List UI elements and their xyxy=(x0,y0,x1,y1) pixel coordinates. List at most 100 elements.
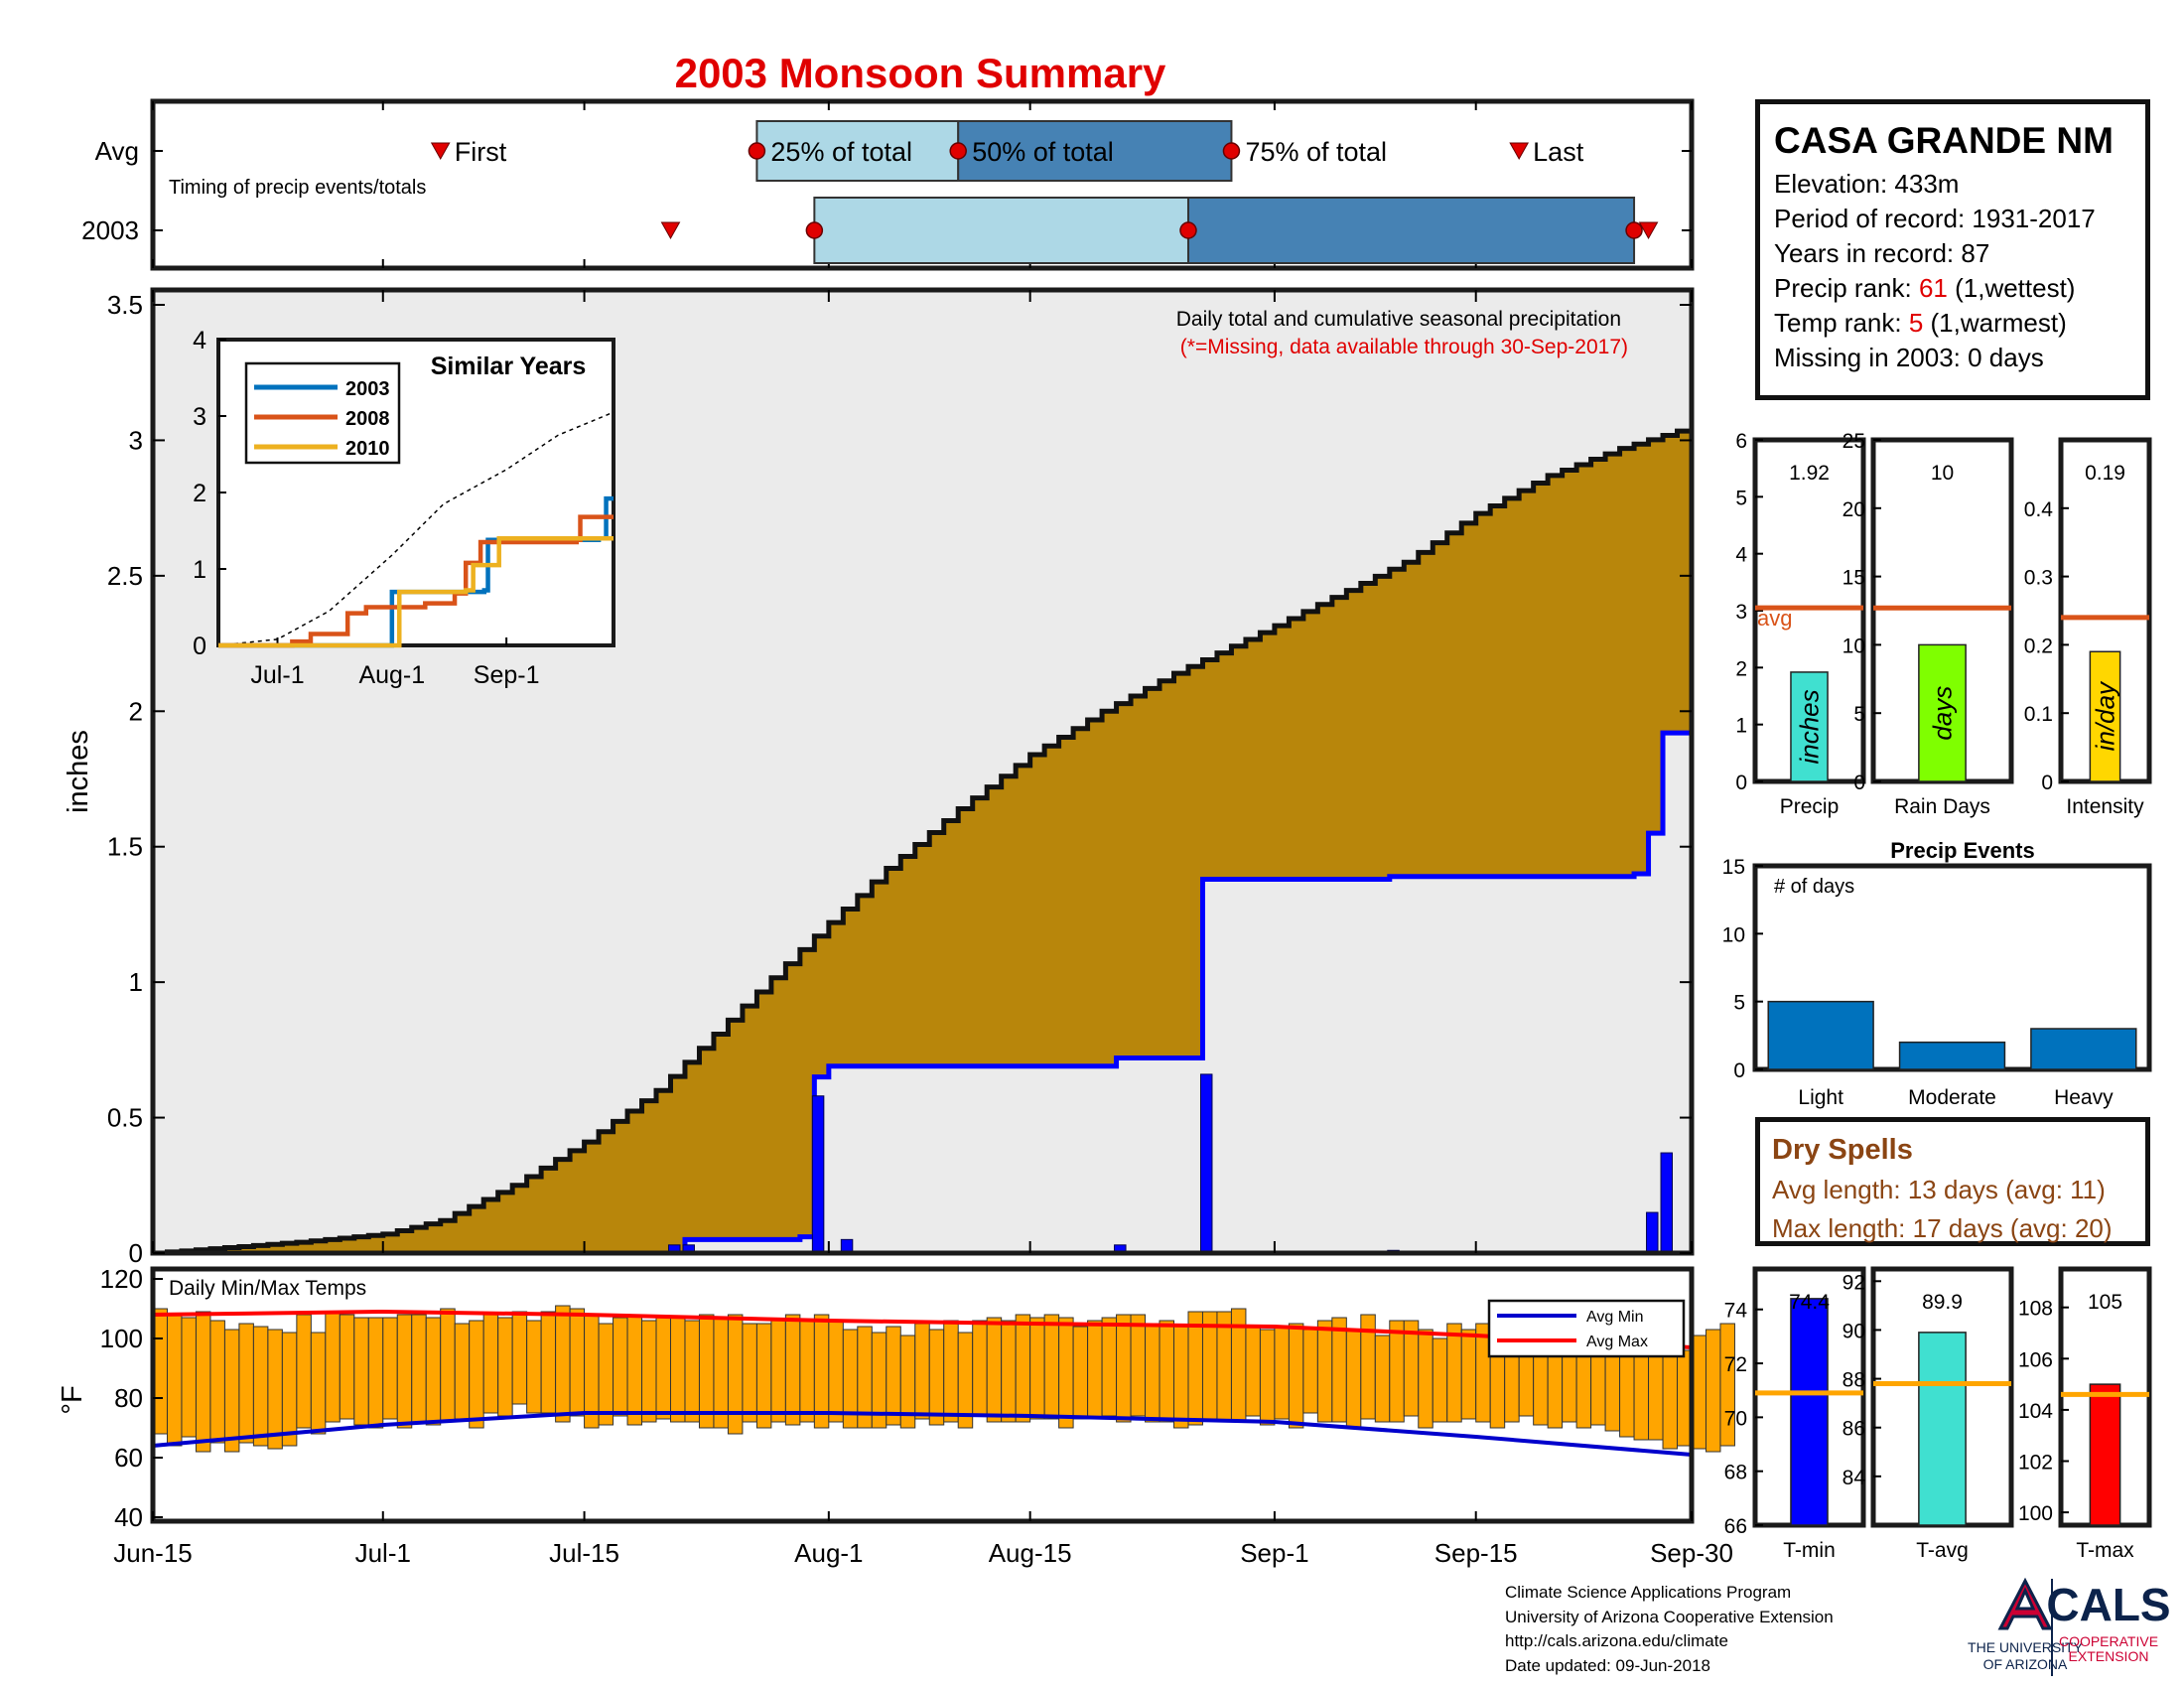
year-cumulative-fill xyxy=(153,733,1692,1253)
daily-temp-bar xyxy=(1101,1317,1118,1417)
precip_total-ytick-label: 3 xyxy=(1735,601,1747,624)
dry-spells-title: Dry Spells xyxy=(1772,1134,1913,1166)
precip-events-panel: 0 5 10 15 Light Moderate Heavy Precip Events # o… xyxy=(1722,838,2152,1109)
events-ytick-label: 15 xyxy=(1722,856,1745,879)
cals-line2: EXTENSION xyxy=(2069,1648,2149,1664)
daily-temp-bar xyxy=(195,1311,211,1453)
main-ytick-label: 3.5 xyxy=(107,290,143,320)
daily-temp-bar xyxy=(353,1317,369,1426)
daily-temp-bar xyxy=(1029,1317,1045,1420)
daily-temp-bar xyxy=(598,1323,614,1426)
ua-name-line1: THE UNIVERSITY xyxy=(1968,1639,2084,1655)
daily-temp-bar xyxy=(1001,1320,1017,1423)
temps-frame xyxy=(150,1266,1695,1524)
daily-temp-bar xyxy=(1719,1323,1735,1447)
daily-temp-bar xyxy=(1216,1311,1232,1423)
rain_days-value-label: 10 xyxy=(1931,462,1954,485)
dry-spells-max: Max length: 17 days (avg: 20) xyxy=(1772,1213,2113,1243)
timing-legend-first: First xyxy=(455,137,507,167)
daily-temp-bar xyxy=(1446,1323,1462,1423)
daily-temp-bar xyxy=(1173,1326,1189,1429)
daily-temp-bar xyxy=(972,1320,988,1417)
tmin-ytick-label: 74 xyxy=(1724,1300,1748,1323)
precip_total-value-label: 1.92 xyxy=(1789,462,1830,485)
timing-legend-last: Last xyxy=(1533,137,1584,167)
daily-temp-bar xyxy=(1288,1323,1304,1429)
timing-panel: Avg 2003 First 25% of total 50% of total 75% … xyxy=(81,98,1695,271)
main-ytick-label: 2.5 xyxy=(107,561,143,591)
tmin-value-bar xyxy=(1790,1298,1829,1526)
daily-temp-bar xyxy=(1058,1317,1074,1429)
main-ytick-label: 2 xyxy=(129,696,143,726)
dry-spells-avg: Avg length: 13 days (avg: 11) xyxy=(1772,1175,2106,1204)
events-category-label: Moderate xyxy=(1908,1086,1996,1109)
temps-ylabel: °F xyxy=(57,1385,88,1414)
daily-temp-bar xyxy=(914,1323,930,1420)
daily-temp-bar xyxy=(469,1320,484,1429)
tavg-ytick-label: 88 xyxy=(1843,1369,1865,1392)
credits-line-1: Climate Science Applications Program xyxy=(1505,1583,1792,1602)
events-ytick-label: 0 xyxy=(1733,1059,1745,1082)
daily-temp-bar xyxy=(1015,1314,1031,1423)
temps-ytick-label: 60 xyxy=(114,1443,143,1473)
daily-temp-bar xyxy=(482,1314,499,1414)
main-ytick-label: 0.5 xyxy=(107,1103,143,1133)
daily-temp-bar xyxy=(440,1308,456,1423)
intensity-ytick-label: 0.2 xyxy=(2024,634,2053,657)
timing-first-last-marker xyxy=(1509,142,1530,161)
daily-temp-bar xyxy=(296,1314,312,1429)
daily-temp-bar xyxy=(1389,1320,1405,1423)
credits-line-4: Date updated: 09-Jun-2018 xyxy=(1505,1655,1710,1675)
events-ytick-label: 10 xyxy=(1722,923,1745,946)
temps-title: Daily Min/Max Temps xyxy=(169,1277,366,1300)
dry-spells-box: Dry Spells Avg length: 13 days (avg: 11)… xyxy=(1755,1117,2150,1246)
tavg-value-label: 89.9 xyxy=(1922,1291,1963,1314)
daily-temp-bar xyxy=(770,1320,786,1423)
university-a-icon xyxy=(1997,1577,2053,1630)
precip-rank: Precip rank: 61 (1,wettest) xyxy=(1774,274,2135,303)
tavg-ytick-label: 92 xyxy=(1843,1271,1865,1294)
daily-temp-bar xyxy=(1331,1317,1347,1423)
years-in-record: Years in record: 87 xyxy=(1774,238,1990,268)
daily-temp-bar xyxy=(511,1311,528,1405)
daily-temp-bar xyxy=(238,1323,254,1444)
daily-temp-bar xyxy=(1316,1320,1333,1423)
timing-box-q25-q50 xyxy=(755,120,960,182)
daily-precip-bar xyxy=(1199,1073,1213,1254)
timing-box-q50-q75 xyxy=(1186,197,1636,264)
period-of-record: Period of record: 1931-2017 xyxy=(1774,204,2096,233)
daily-temp-bar xyxy=(1245,1326,1261,1417)
daily-temp-bar xyxy=(784,1314,801,1426)
daily-temp-bar xyxy=(267,1329,283,1450)
precip_total-ytick-label: 1 xyxy=(1735,715,1747,738)
tmin-ytick-label: 68 xyxy=(1724,1462,1747,1484)
daily-temp-bar xyxy=(166,1314,183,1447)
daily-temp-bar xyxy=(1187,1311,1203,1426)
xtick-label: Aug-15 xyxy=(989,1538,1072,1568)
avg-cumulative-line xyxy=(153,426,1695,1256)
precip-rank-note: (1,wettest) xyxy=(1947,273,2076,303)
intensity-bar-label: in/day xyxy=(2091,680,2120,751)
tmax-value-label: 105 xyxy=(2088,1291,2122,1314)
ua-name-line2: OF ARIZONA xyxy=(1983,1656,2068,1672)
timing-first-last-marker xyxy=(660,221,681,240)
daily-temp-bar xyxy=(813,1314,830,1429)
precip_total-bar-label: inches xyxy=(1795,689,1825,764)
daily-temp-bar xyxy=(727,1314,744,1435)
precip_total-avg-label: avg xyxy=(1757,606,1792,631)
tmax-ytick-label: 102 xyxy=(2018,1452,2053,1475)
daily-temp-bar xyxy=(613,1317,628,1417)
precip_total-ytick-label: 0 xyxy=(1735,772,1747,794)
similar-average-line xyxy=(217,411,614,646)
xtick-label: Jun-15 xyxy=(113,1538,193,1568)
daily-temp-bar xyxy=(454,1323,471,1420)
year-cumulative-line xyxy=(153,730,1692,1256)
tavg-value-bar xyxy=(1918,1332,1967,1526)
tavg-ytick-label: 90 xyxy=(1843,1320,1865,1342)
timing-quartile-marker xyxy=(805,221,824,239)
rain_days-ytick-label: 20 xyxy=(1843,498,1865,521)
intensity-value-label: 0.19 xyxy=(2085,462,2125,485)
daily-precip-bar xyxy=(1660,1152,1674,1254)
temps-ytick-label: 40 xyxy=(114,1502,143,1532)
temp-rank-label: Temp rank: xyxy=(1774,308,1909,338)
